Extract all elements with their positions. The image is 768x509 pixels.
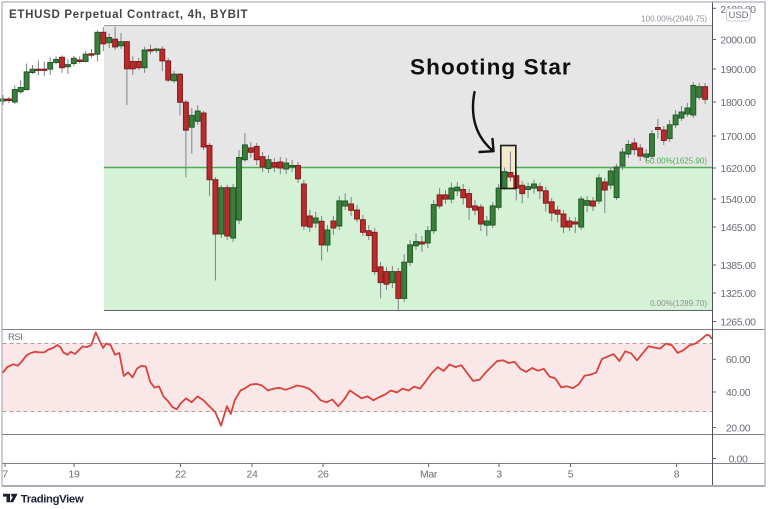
svg-text:40.00: 40.00 [726, 387, 751, 399]
svg-text:50.00%(1625.90): 50.00%(1625.90) [646, 157, 708, 166]
svg-text:1540.00: 1540.00 [720, 194, 756, 206]
svg-text:8: 8 [674, 469, 680, 481]
svg-text:Shooting Star: Shooting Star [410, 55, 572, 80]
svg-text:24: 24 [247, 469, 258, 481]
svg-text:USD: USD [728, 10, 748, 21]
svg-text:ETHUSD Perpetual Contract, 4h,: ETHUSD Perpetual Contract, 4h, BYBIT [9, 9, 248, 21]
svg-text:1620.00: 1620.00 [720, 163, 756, 175]
svg-text:Mar: Mar [420, 469, 438, 481]
svg-text:1900.00: 1900.00 [720, 64, 756, 76]
svg-text:1800.00: 1800.00 [720, 97, 756, 109]
svg-text:60.00: 60.00 [726, 354, 751, 366]
svg-text:19: 19 [69, 469, 80, 481]
svg-text:5: 5 [568, 469, 574, 481]
svg-text:2000.00: 2000.00 [720, 34, 756, 46]
svg-text:1265.00: 1265.00 [720, 316, 756, 328]
svg-text:26: 26 [318, 469, 329, 481]
svg-text:1700.00: 1700.00 [720, 131, 756, 143]
svg-text:1325.00: 1325.00 [720, 288, 756, 300]
svg-text:0.00: 0.00 [729, 453, 748, 465]
svg-text:20.00: 20.00 [726, 422, 751, 434]
svg-text:1385.00: 1385.00 [720, 260, 756, 272]
svg-text:0.00%(1289.70): 0.00%(1289.70) [650, 299, 707, 308]
svg-text:100.00%(2049.75): 100.00%(2049.75) [641, 15, 707, 24]
svg-text:7: 7 [2, 469, 8, 481]
svg-text:3: 3 [496, 469, 502, 481]
svg-text:22: 22 [175, 469, 186, 481]
svg-text:RSI: RSI [8, 332, 22, 343]
svg-text:1465.00: 1465.00 [720, 222, 756, 234]
svg-text:TradingView: TradingView [21, 493, 84, 505]
